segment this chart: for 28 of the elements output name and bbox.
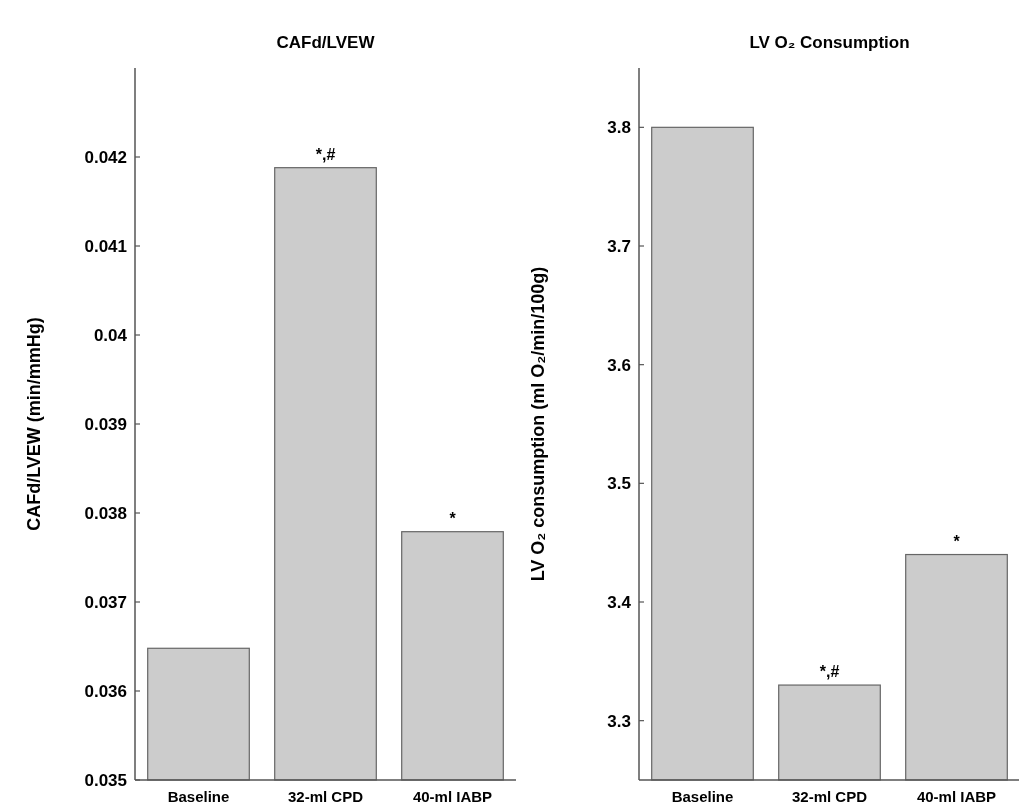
x-tick-label: 32-ml CPD bbox=[287, 788, 364, 805]
y-axis-title: CAFd/LVEW (min/mmHg) bbox=[24, 317, 44, 531]
x-tick-label: 40-ml IABP bbox=[916, 788, 997, 805]
y-tick-label: 3.5 bbox=[607, 474, 631, 494]
y-tick-label: 0.037 bbox=[84, 592, 127, 612]
y-tick-label: 3.4 bbox=[607, 592, 632, 612]
y-tick-label: 3.8 bbox=[607, 118, 631, 138]
y-tick-label: 3.7 bbox=[607, 236, 631, 256]
annotation: * bbox=[449, 509, 457, 527]
y-tick-label: 0.036 bbox=[84, 681, 127, 701]
y-tick-label: 0.041 bbox=[84, 236, 127, 256]
x-tick-label: Baseline bbox=[167, 788, 230, 805]
x-tick-label: Baseline bbox=[671, 788, 734, 805]
y-tick-label: 0.035 bbox=[84, 770, 127, 790]
y-tick-label: 0.04 bbox=[93, 325, 128, 345]
x-tick-label: 32-ml CPD bbox=[791, 788, 868, 805]
y-tick-label: 0.039 bbox=[84, 414, 127, 434]
y-tick-label: 3.3 bbox=[607, 711, 631, 731]
annotation: *,# bbox=[819, 663, 840, 681]
annotation: *,# bbox=[315, 145, 336, 163]
chart-title: CAFd/LVEW bbox=[276, 33, 376, 52]
y-tick-label: 0.038 bbox=[84, 503, 127, 523]
y-axis-title: LV O₂ consumption (ml O₂/min/100g) bbox=[528, 266, 548, 582]
y-tick-label: 3.6 bbox=[607, 355, 631, 375]
x-tick-label: 40-ml IABP bbox=[412, 788, 493, 805]
y-tick-label: 0.042 bbox=[84, 147, 127, 167]
annotation: * bbox=[953, 532, 961, 550]
chart-title: LV O₂ Consumption bbox=[749, 33, 910, 52]
